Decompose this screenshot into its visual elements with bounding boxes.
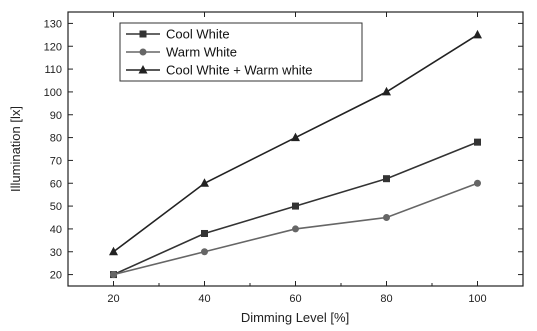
data-point	[473, 29, 482, 39]
y-tick-label: 120	[44, 41, 62, 53]
y-tick-label: 30	[50, 247, 62, 259]
data-point	[383, 214, 390, 221]
data-point	[200, 178, 209, 187]
x-tick-label: 20	[107, 293, 119, 305]
y-tick-label: 90	[50, 110, 62, 122]
data-point	[201, 229, 208, 237]
y-tick-label: 130	[44, 18, 62, 30]
data-point	[292, 225, 299, 233]
x-tick-label: 40	[198, 293, 210, 305]
series-group	[109, 29, 482, 279]
data-point	[474, 138, 481, 146]
legend-marker	[139, 48, 147, 56]
series-0	[110, 138, 481, 279]
series-2	[109, 29, 482, 256]
y-tick-label: 70	[50, 155, 62, 167]
data-point	[201, 248, 208, 256]
y-tick-label: 110	[44, 64, 62, 76]
data-point	[382, 86, 391, 96]
y-tick-label: 100	[44, 87, 62, 99]
legend: Cool White Warm White Cool White + Warm wh…	[119, 22, 363, 82]
y-tick-label: 50	[50, 201, 62, 213]
series-1	[110, 179, 481, 279]
data-point	[474, 179, 481, 187]
data-point	[291, 132, 300, 142]
data-point	[292, 202, 299, 210]
y-tick-label: 20	[50, 270, 62, 282]
legend-marker	[138, 65, 148, 74]
x-tick-label: 80	[380, 293, 392, 305]
data-point	[110, 271, 117, 279]
y-axis-title: Illumination [lx]	[8, 106, 23, 192]
x-axis-title: Dimming Level [%]	[241, 310, 349, 325]
x-tick-label: 100	[468, 293, 486, 305]
y-tick-label: 40	[50, 224, 62, 236]
y-tick-label: 80	[50, 133, 62, 145]
legend-label: Warm White	[166, 45, 237, 60]
y-tick-label: 60	[50, 178, 62, 190]
legend-box	[119, 22, 363, 82]
legend-label: Cool White	[166, 27, 230, 42]
axis-ticks: 20 40 60 80 100 20 30 40 50 60 70 80 90 100 110 120 130	[44, 12, 523, 305]
legend-label: Cool White + Warm white	[166, 63, 313, 78]
data-point	[383, 175, 390, 183]
x-tick-label: 60	[289, 293, 301, 305]
legend-marker	[139, 30, 147, 38]
data-point	[109, 246, 118, 256]
